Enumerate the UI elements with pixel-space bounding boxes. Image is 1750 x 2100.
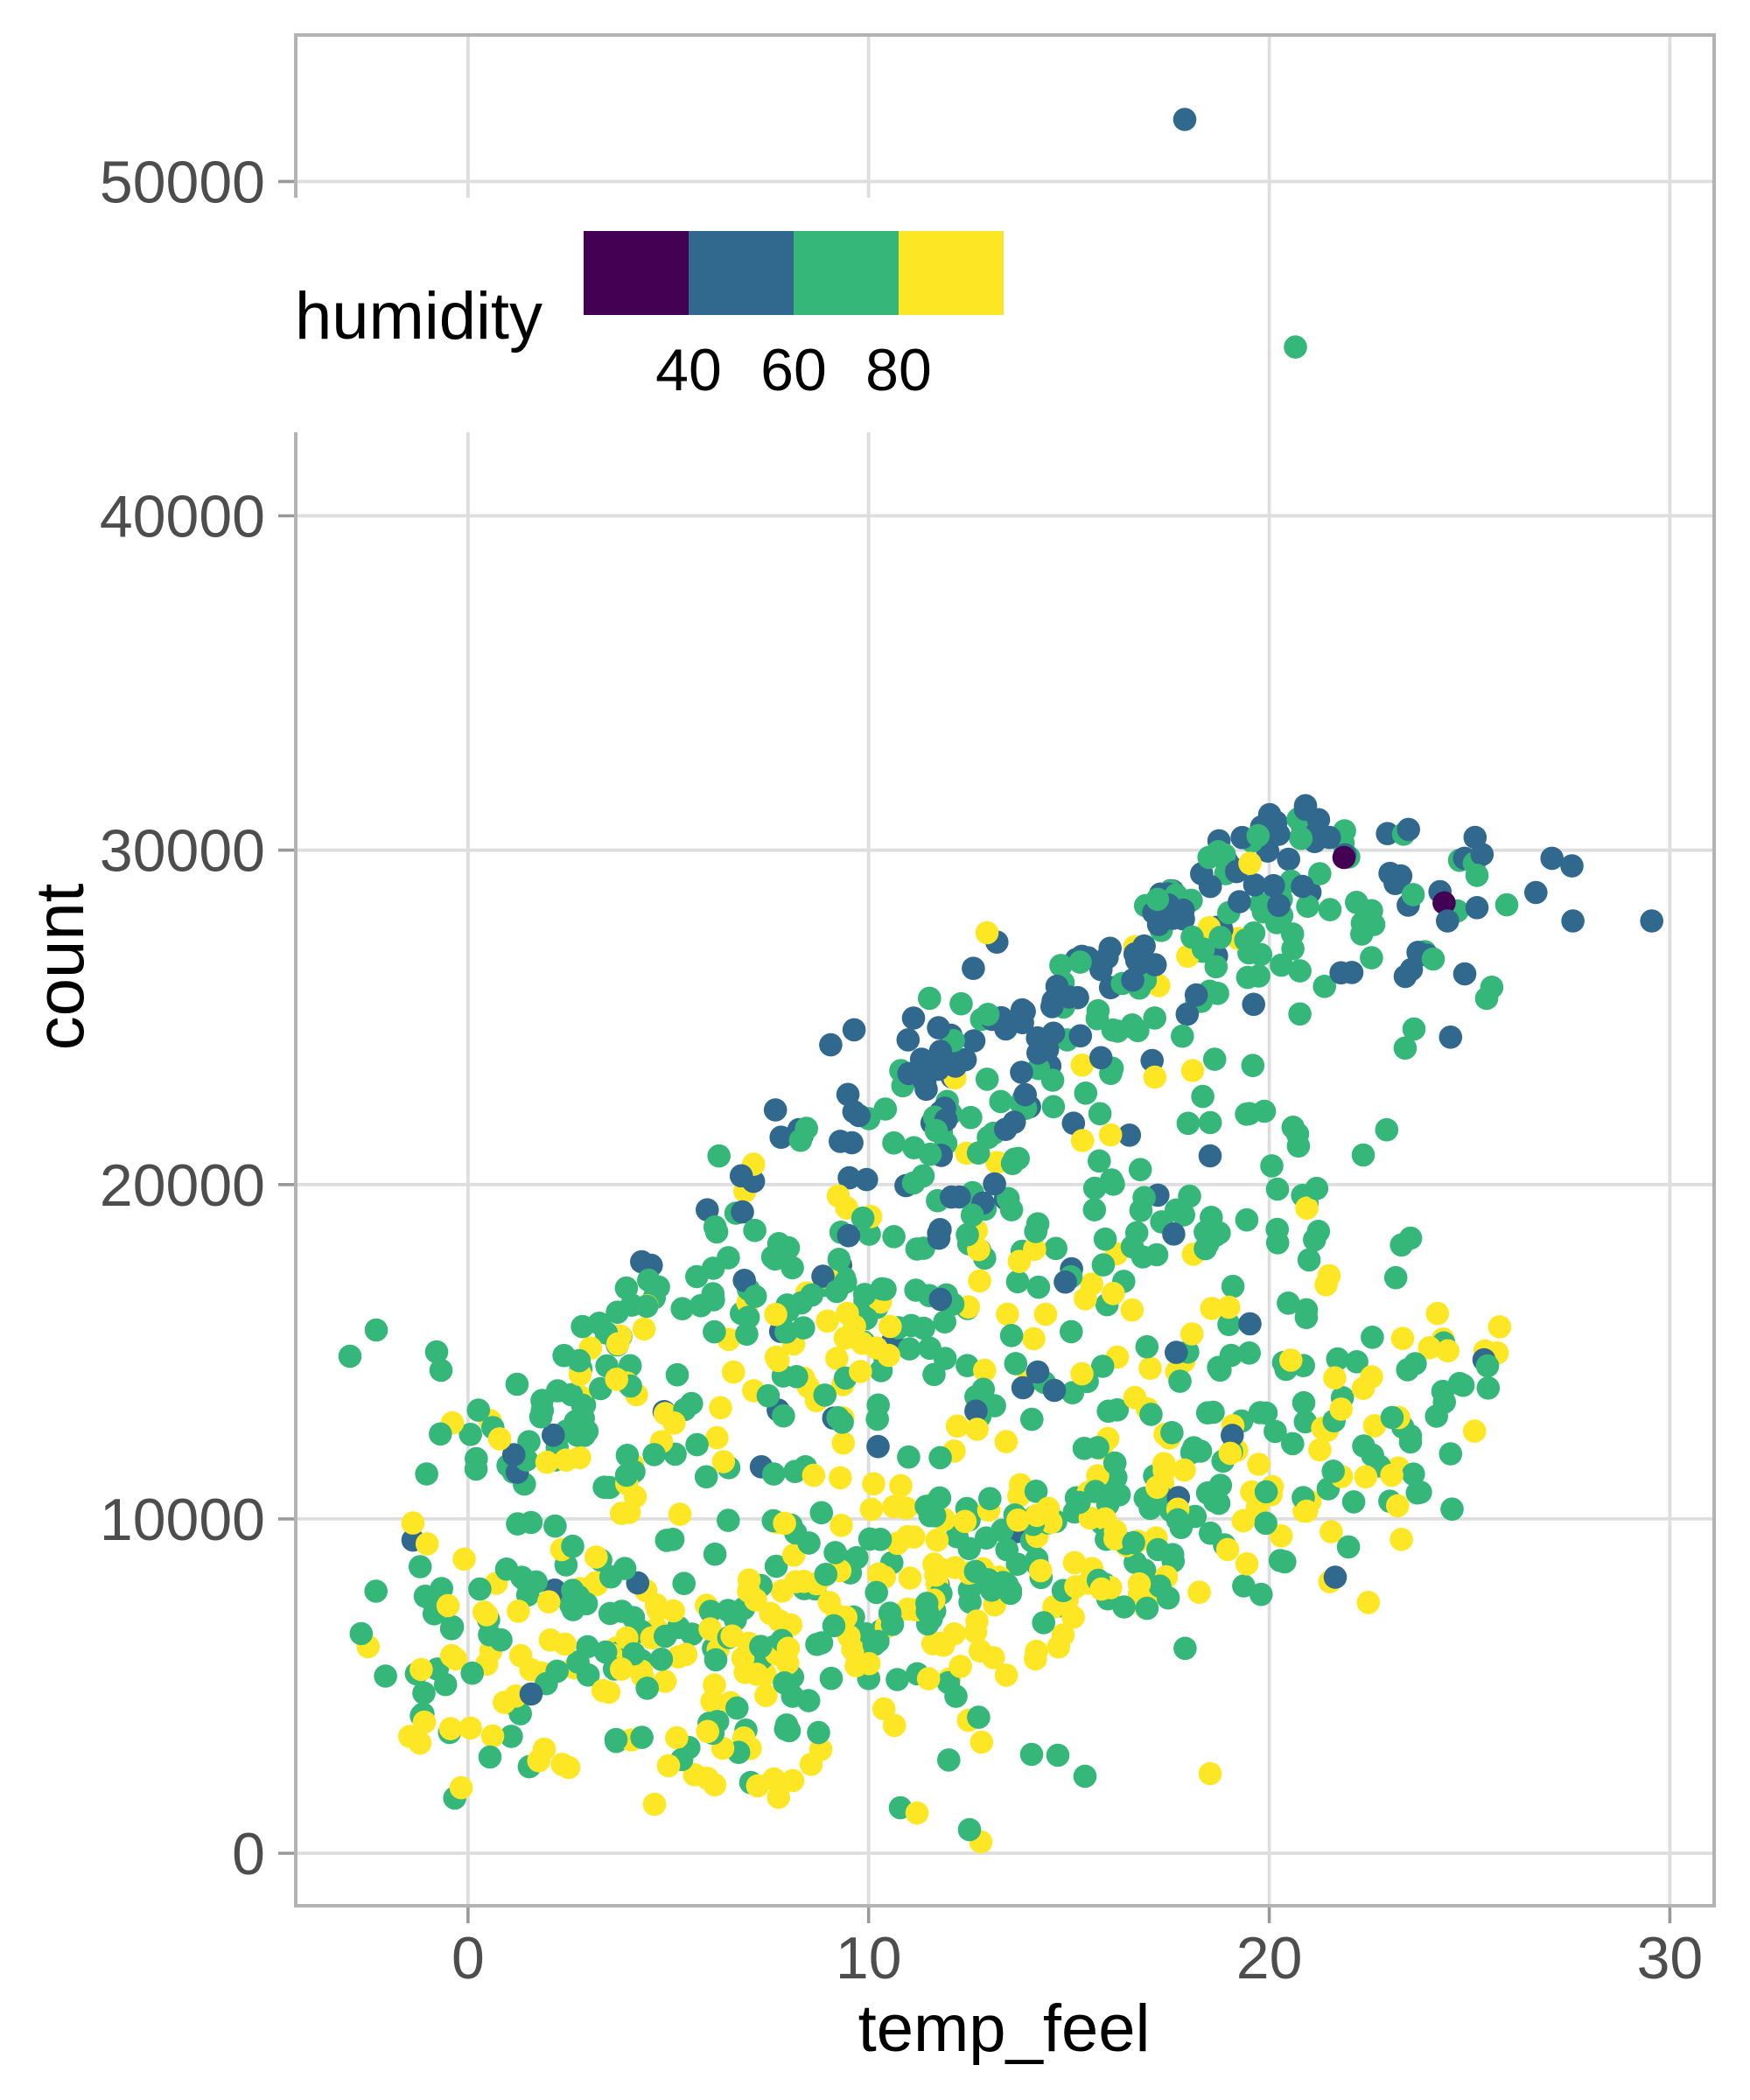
svg-text:0: 0 — [452, 1925, 485, 1992]
svg-text:30: 30 — [1637, 1925, 1704, 1992]
svg-text:20000: 20000 — [100, 1152, 265, 1219]
svg-text:10000: 10000 — [100, 1487, 265, 1553]
svg-text:80: 80 — [865, 337, 932, 403]
svg-text:40: 40 — [655, 337, 722, 403]
svg-text:10: 10 — [836, 1925, 902, 1992]
svg-text:60: 60 — [760, 337, 827, 403]
svg-text:temp_feel: temp_feel — [858, 1992, 1151, 2066]
svg-text:30000: 30000 — [100, 818, 265, 885]
svg-text:50000: 50000 — [100, 149, 265, 215]
svg-text:40000: 40000 — [100, 484, 265, 550]
svg-text:0: 0 — [232, 1821, 265, 1887]
svg-text:humidity: humidity — [295, 279, 542, 354]
svg-text:count: count — [21, 883, 98, 1050]
svg-text:20: 20 — [1236, 1925, 1303, 1992]
